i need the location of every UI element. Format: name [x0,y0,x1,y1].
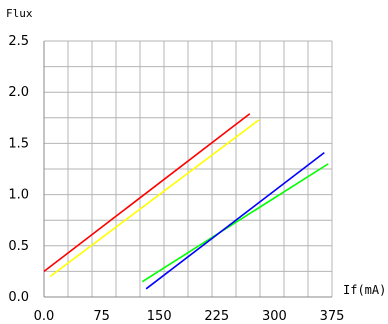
grid [44,40,333,297]
x-tick-label: 300 [262,309,287,324]
y-tick-label: 0.0 [8,290,29,305]
y-tick-label: 0.5 [8,239,29,254]
series-line-4 [145,151,325,290]
x-axis-title: If(mA) [343,283,386,297]
x-tick-label: 75 [93,309,110,324]
x-tick-label: 150 [147,309,172,324]
y-tick-label: 1.5 [8,136,29,151]
x-tick-label: 0.0 [34,309,55,324]
tick-labels: 0.0 75 150 225 300 375 0.0 0.5 1.0 1.5 2.0 2.5 [8,34,344,324]
series-line-1 [43,113,251,273]
y-tick-label: 1.0 [8,188,29,203]
series-lines [43,113,329,290]
x-tick-label: 225 [204,309,229,324]
y-tick-label: 2.0 [8,85,29,100]
series-line-2 [49,119,260,278]
axes [43,41,332,298]
x-tick-label: 375 [320,309,345,324]
y-tick-label: 2.5 [8,34,29,49]
series-line-3 [141,163,329,283]
y-axis-title: Flux [6,7,33,20]
